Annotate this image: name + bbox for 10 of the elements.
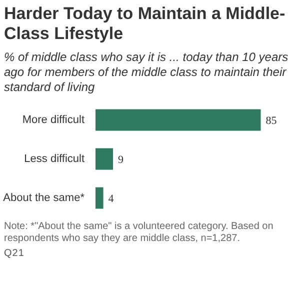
y-tick-label: Less difficult <box>24 153 84 166</box>
chart-title: Harder Today to Maintain a Middle-Class Lifestyle <box>4 4 286 44</box>
text: Q21 <box>4 248 26 260</box>
data-label: 4 <box>108 193 114 206</box>
text: Note: *"About the same" is a volunteered category. Based on respondents who say they are middle class, n=1,287. <box>4 221 274 246</box>
chart-subtitle: % of middle class who say it is ... today than 10 years ago for members of the middle class to maintain their standard of living <box>4 50 290 95</box>
data-label: 85 <box>266 115 278 128</box>
data-label: 9 <box>118 154 124 166</box>
y-tick-label: More difficult <box>22 114 84 126</box>
y-tick-label: About the same* <box>3 192 86 204</box>
